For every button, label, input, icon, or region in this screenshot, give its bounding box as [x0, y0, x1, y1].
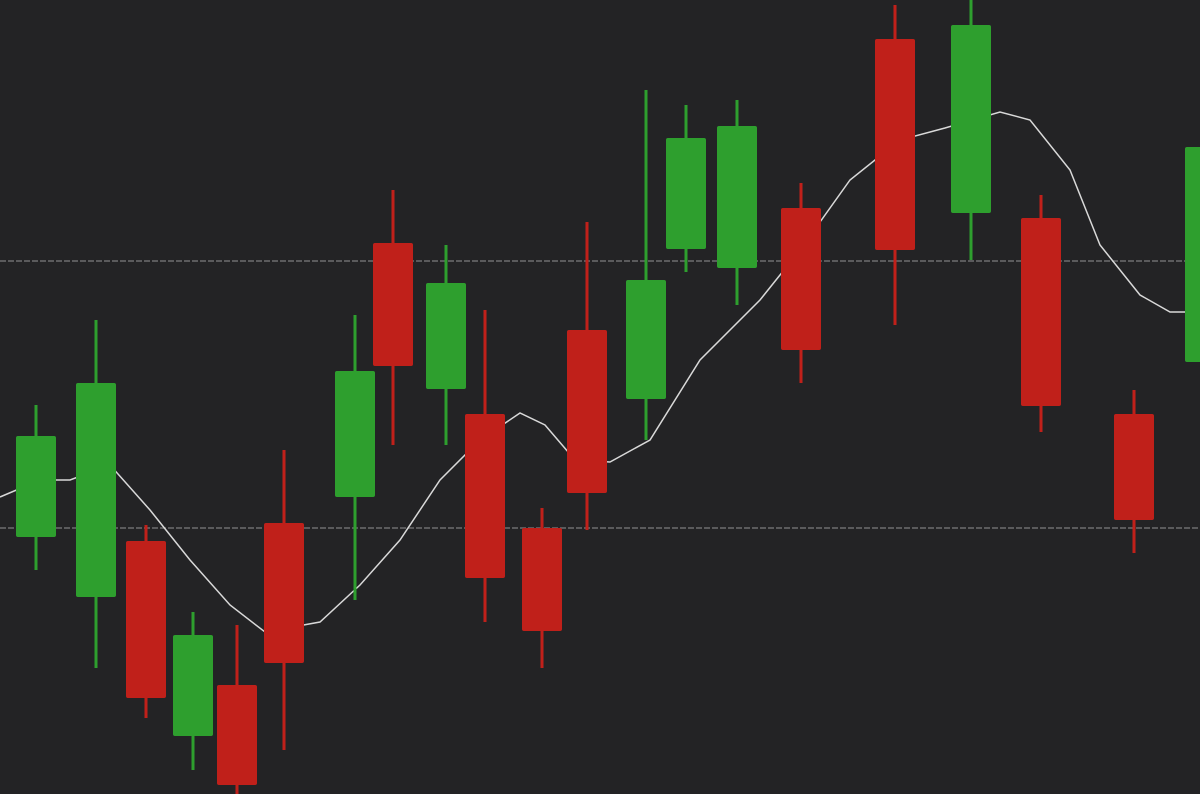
candle-body [173, 635, 213, 736]
candle-body [264, 523, 304, 663]
candle-body [522, 528, 562, 631]
candle-body [781, 208, 821, 350]
candle-body [16, 436, 56, 537]
candle-body [1185, 147, 1200, 362]
candle-body [335, 371, 375, 497]
candle-body [217, 685, 257, 785]
candle-body [875, 39, 915, 250]
candle-body [567, 330, 607, 493]
candle-body [951, 25, 991, 213]
candle-body [1021, 218, 1061, 406]
candle-body [1114, 414, 1154, 520]
candle-body [373, 243, 413, 366]
candle-body [465, 414, 505, 578]
candle-body [126, 541, 166, 698]
candle-body [717, 126, 757, 268]
candle-body [666, 138, 706, 249]
candle-body [426, 283, 466, 389]
candle-body [626, 280, 666, 399]
candle-body [76, 383, 116, 597]
